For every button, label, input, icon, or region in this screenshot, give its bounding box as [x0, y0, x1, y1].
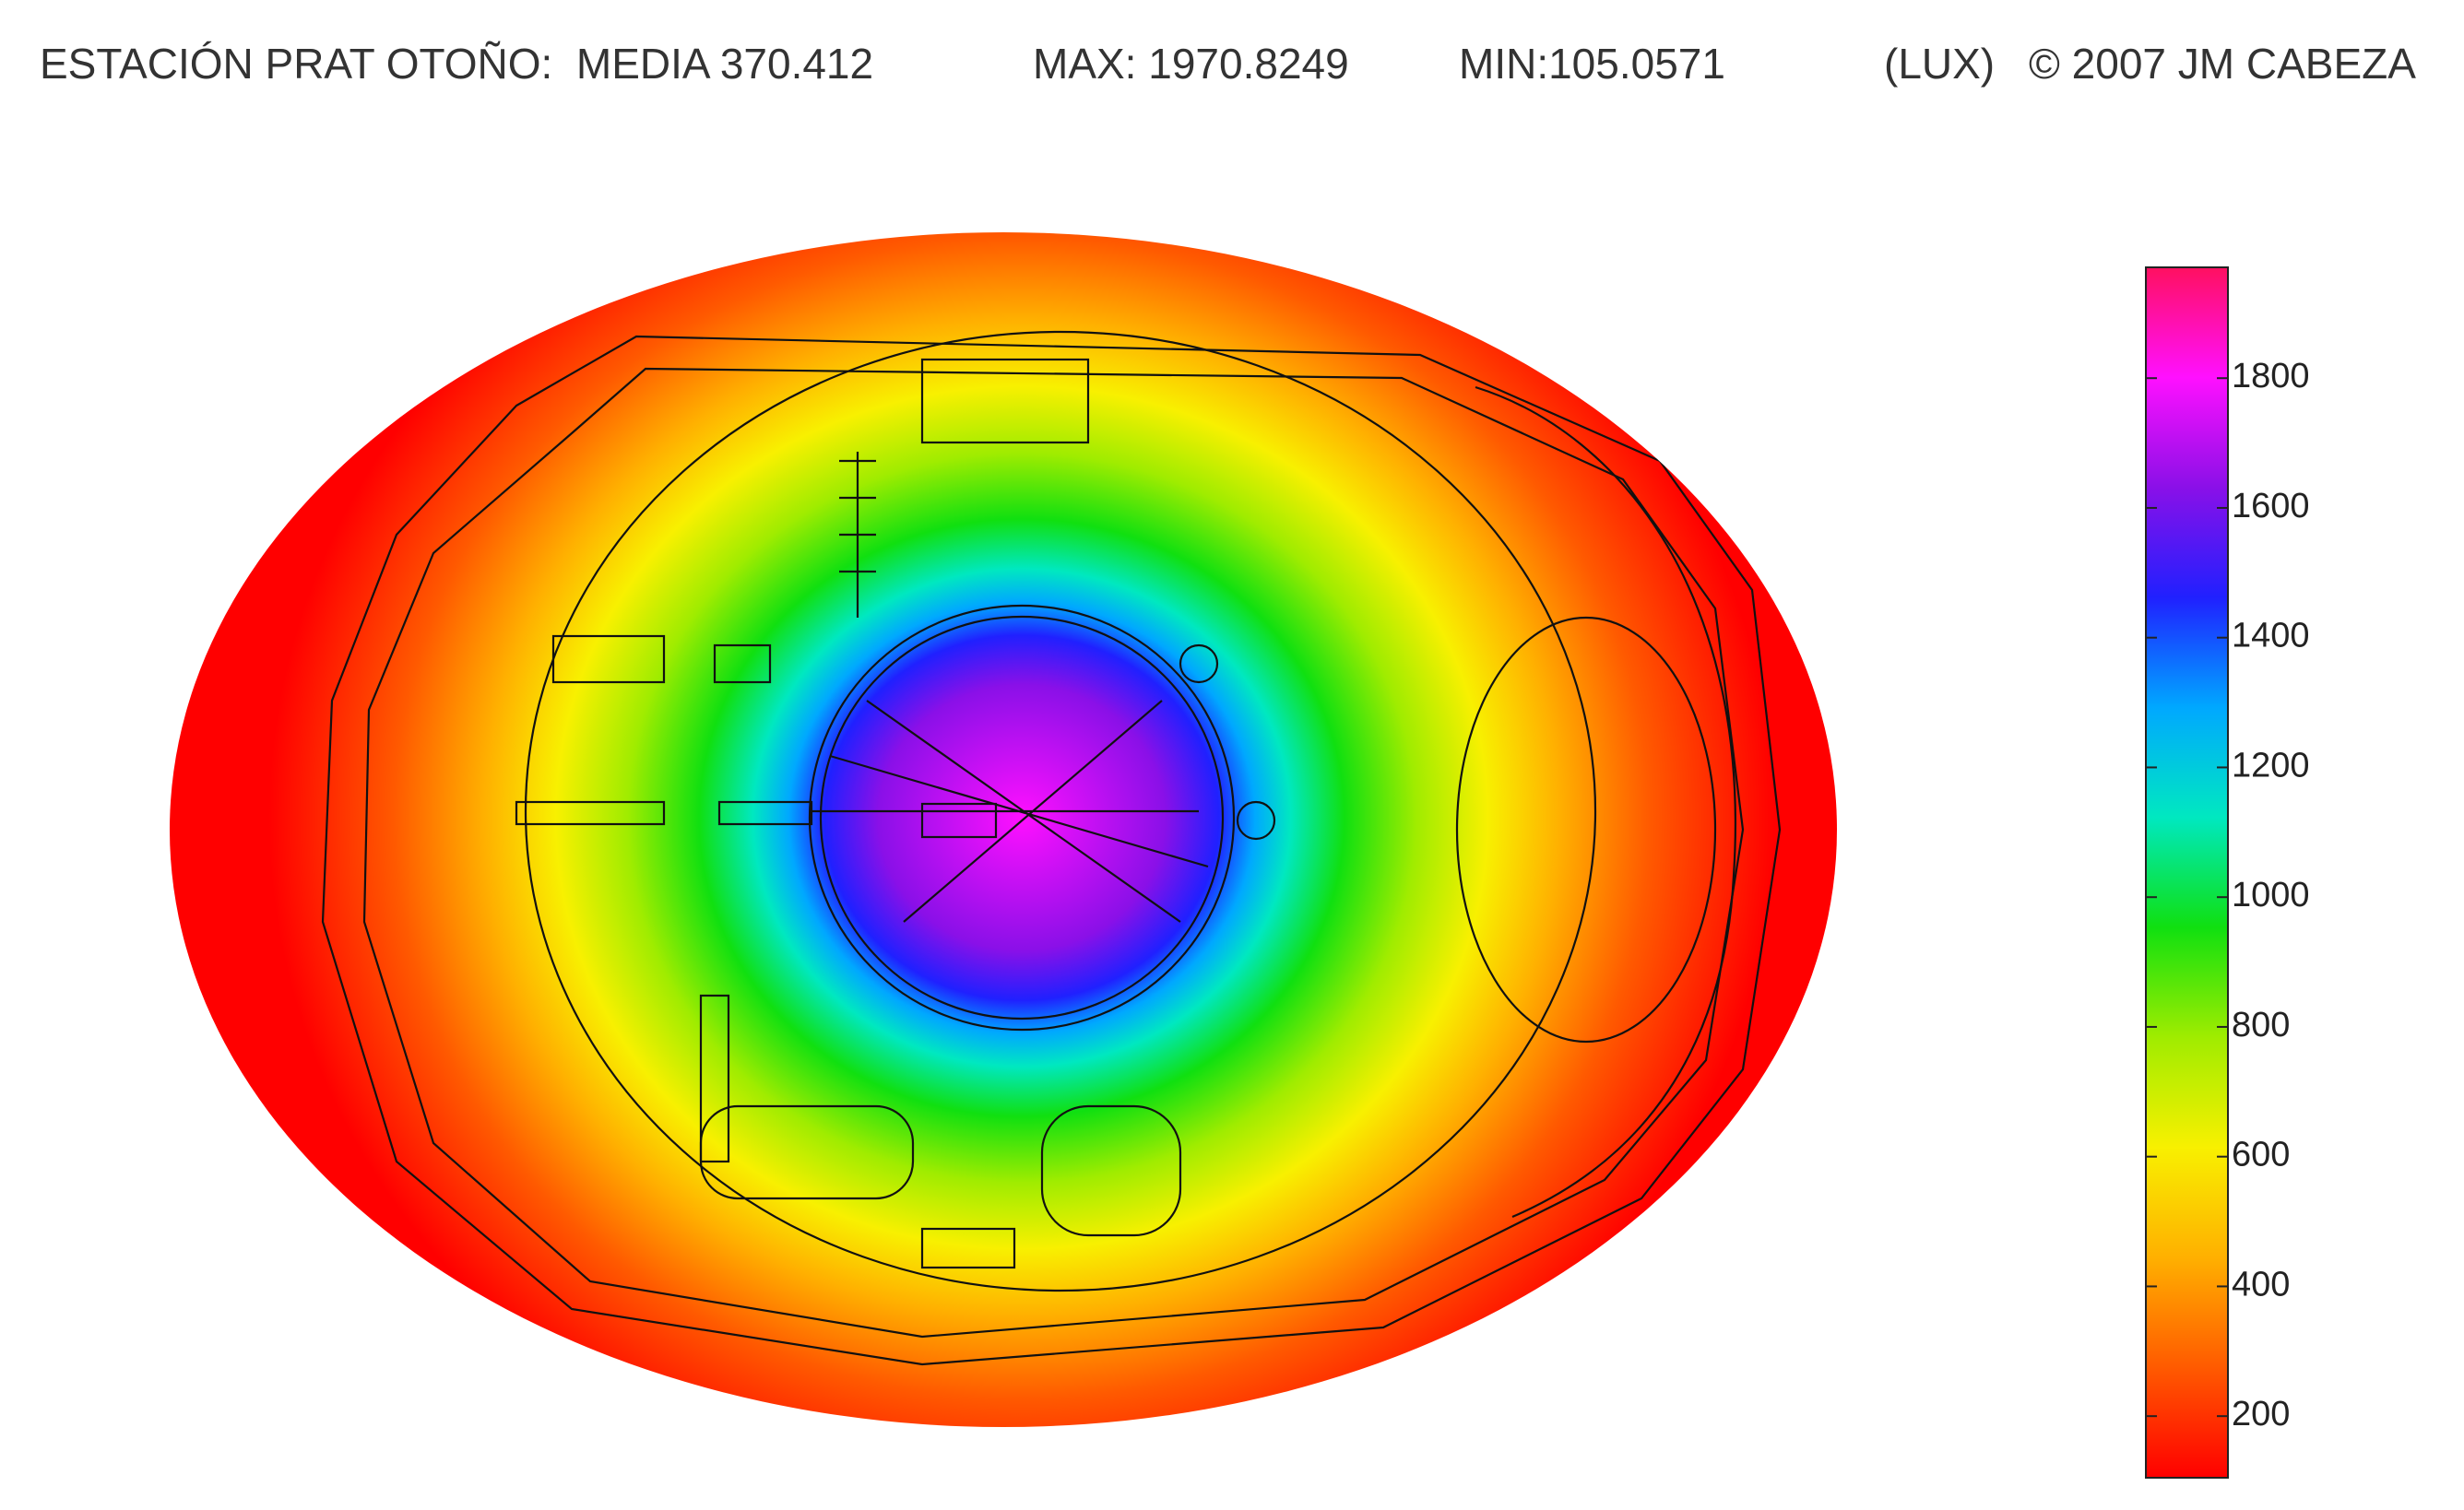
colorbar-tick-label: 600 [2232, 1136, 2290, 1174]
colorbar [2145, 266, 2229, 1479]
colorbar-tick-label: 1200 [2232, 746, 2310, 784]
colorbar-tick-label: 1600 [2232, 487, 2310, 525]
colorbar-tick-label: 800 [2232, 1006, 2290, 1044]
title: ESTACIÓN PRAT OTOÑO: MEDIA 370.412 [40, 40, 873, 88]
max-label: MAX: 1970.8249 [1033, 40, 1349, 88]
floor-plan [321, 330, 1782, 1366]
illuminance-field [170, 232, 1837, 1427]
colorbar-tick-label: 400 [2232, 1265, 2290, 1304]
colorbar-tick-label: 1400 [2232, 617, 2310, 655]
min-label: MIN:105.0571 [1459, 40, 1725, 88]
colorbar-tick-label: 1000 [2232, 876, 2310, 914]
credit: © 2007 JM CABEZA [2029, 40, 2416, 88]
colorbar-tick-label: 1800 [2232, 357, 2310, 395]
colorbar-tick-label: 200 [2232, 1395, 2290, 1433]
unit-label: (LUX) [1884, 40, 1995, 88]
